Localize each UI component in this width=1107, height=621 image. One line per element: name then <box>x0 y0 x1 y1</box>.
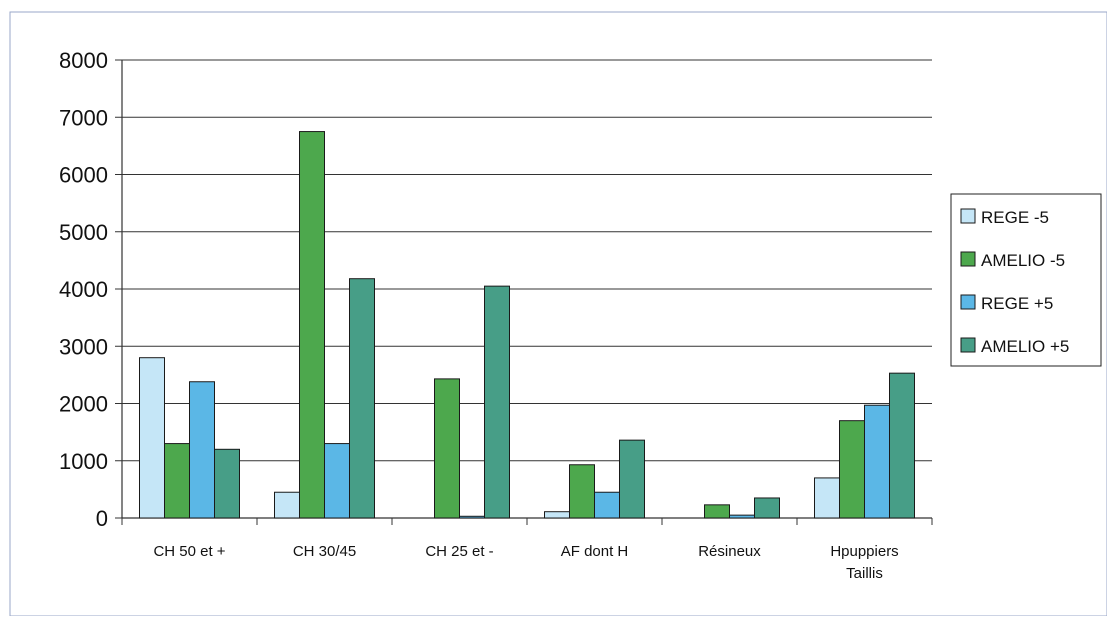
bar-amelio-5-1 <box>349 278 375 519</box>
y-tick-label: 4000 <box>59 277 108 302</box>
bars <box>139 131 915 519</box>
bar-amelio-5-0 <box>164 443 190 519</box>
bar-rege-5-0 <box>189 381 215 519</box>
x-tick-label: AF dont H <box>561 543 629 560</box>
bar-rege-5-0 <box>139 357 165 519</box>
legend-label: AMELIO +5 <box>981 337 1069 356</box>
legend-swatch <box>960 251 976 267</box>
bar-amelio-5-2 <box>484 285 510 519</box>
legend-swatch <box>960 337 976 353</box>
legend-swatch <box>960 294 976 310</box>
bar-amelio-5-0 <box>214 448 240 519</box>
legend-label: REGE +5 <box>981 294 1053 313</box>
legend-label: REGE -5 <box>981 208 1049 227</box>
bar-amelio-5-3 <box>569 464 595 519</box>
bar-amelio-5-4 <box>704 504 730 519</box>
gridlines <box>122 59 932 462</box>
y-tick-label: 7000 <box>59 105 108 130</box>
axes <box>115 59 933 525</box>
x-tick-label: Hpuppiers <box>830 543 898 560</box>
x-tick-labels: CH 50 et + CH 30/45 CH 25 et - AF dont H Rés… <box>153 543 898 582</box>
legend: REGE -5 AMELIO -5 REGE +5 AMELIO +5 <box>950 193 1102 367</box>
y-tick-label: 2000 <box>59 392 108 417</box>
bar-rege-5-3 <box>544 511 570 519</box>
bar-amelio-5-3 <box>619 439 645 519</box>
y-tick-label: 8000 <box>59 48 108 73</box>
y-tick-label: 1000 <box>59 449 108 474</box>
x-tick-label: CH 30/45 <box>293 543 356 560</box>
bar-amelio-5-1 <box>299 131 325 519</box>
legend-label: AMELIO -5 <box>981 251 1065 270</box>
bar-amelio-5-4 <box>754 497 780 519</box>
x-tick-label: Résineux <box>698 543 761 560</box>
legend-box <box>950 193 1102 367</box>
bar-rege-5-5 <box>814 477 840 519</box>
x-tick-label: Taillis <box>846 565 883 582</box>
chart-border <box>9 11 1107 617</box>
y-tick-label: 5000 <box>59 220 108 245</box>
legend-swatch <box>960 208 976 224</box>
bar-rege-5-2 <box>459 515 485 519</box>
bar-amelio-5-5 <box>839 420 865 519</box>
bar-rege-5-5 <box>864 404 890 519</box>
x-tick-label: CH 50 et + <box>153 543 225 560</box>
y-tick-label: 3000 <box>59 334 108 359</box>
x-tick-label: CH 25 et - <box>425 543 493 560</box>
bar-rege-5-1 <box>274 491 300 519</box>
bar-rege-5-4 <box>729 514 755 519</box>
bar-rege-5-1 <box>324 443 350 519</box>
bar-amelio-5-5 <box>889 372 915 519</box>
y-tick-label: 0 <box>96 506 108 531</box>
bar-amelio-5-2 <box>434 378 460 519</box>
y-tick-labels: 0 1000 2000 3000 4000 5000 6000 7000 8000 <box>59 48 108 531</box>
y-tick-label: 6000 <box>59 163 108 188</box>
bar-rege-5-3 <box>594 491 620 519</box>
